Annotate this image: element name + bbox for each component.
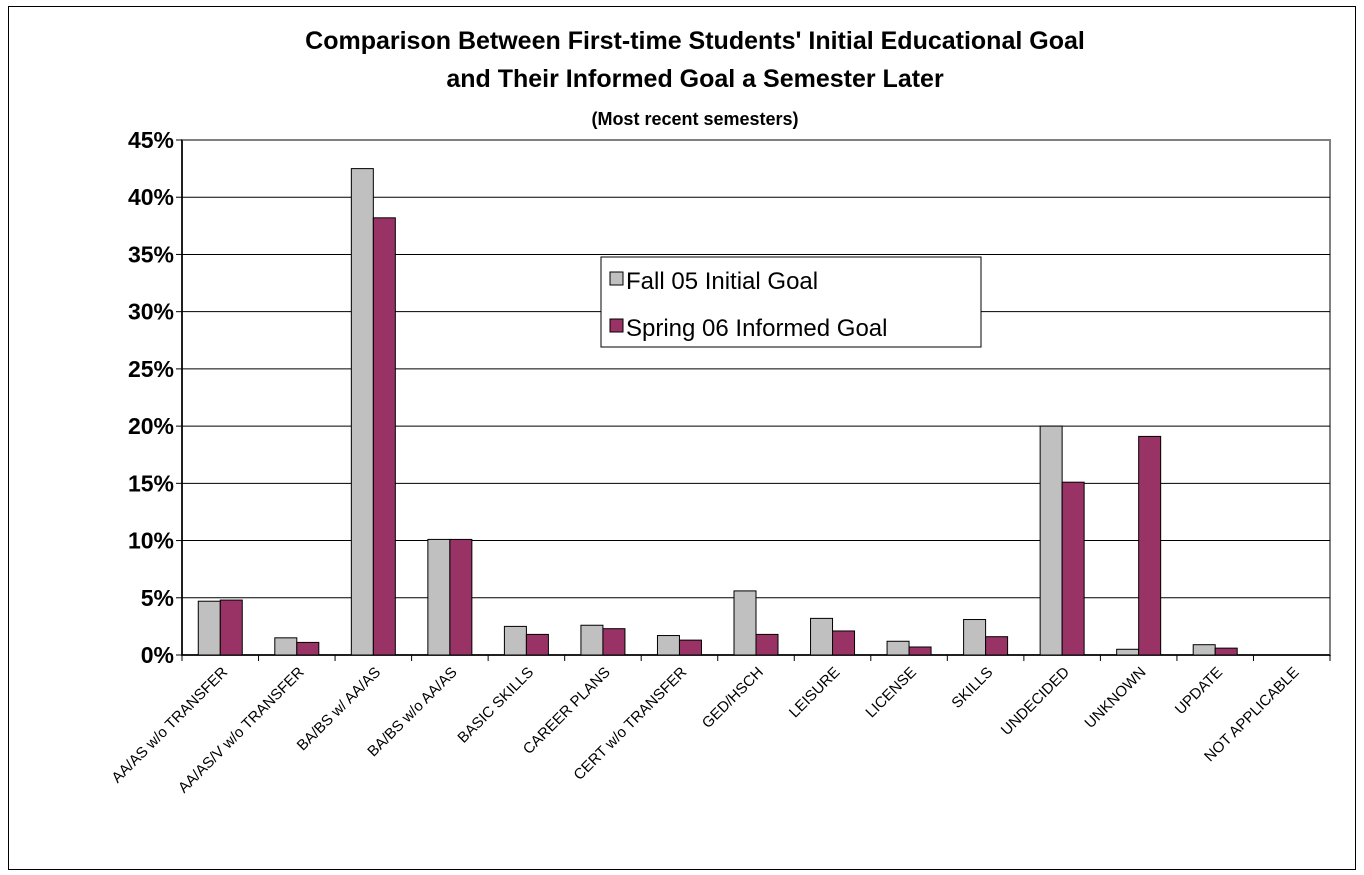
- chart-frame: Comparison Between First-time Students' …: [8, 6, 1356, 870]
- bar: [219, 599, 243, 656]
- bar: [197, 600, 221, 656]
- y-tick-label: 5%: [141, 585, 174, 611]
- legend-box: [600, 256, 982, 348]
- y-tick-label: 20%: [128, 413, 174, 439]
- chart-title-line2: and Their Informed Goal a Semester Later: [446, 65, 944, 93]
- x-tick-label: GED/HSCH: [699, 664, 767, 732]
- bar: [296, 641, 320, 656]
- bar-chart: Comparison Between First-time Students' …: [108, 27, 1331, 797]
- bar: [1116, 648, 1140, 656]
- y-tick-label: 15%: [128, 470, 174, 496]
- bar: [427, 538, 451, 656]
- legend-swatch-spring: [609, 318, 624, 333]
- bar: [832, 630, 856, 656]
- bar: [525, 633, 549, 656]
- x-tick-label: AA/AS/V w/o TRANSFER: [175, 664, 308, 797]
- bar: [1214, 647, 1238, 656]
- bar: [503, 625, 527, 656]
- x-tick-label: SKILLS: [948, 664, 996, 712]
- bar: [678, 639, 702, 656]
- bar: [449, 538, 473, 656]
- y-tick-label: 10%: [128, 528, 174, 554]
- bar: [1138, 435, 1162, 656]
- bar: [985, 636, 1009, 656]
- bar: [580, 624, 604, 656]
- y-tick-label: 30%: [128, 299, 174, 325]
- bar: [908, 646, 932, 656]
- y-tick-label: 0%: [141, 642, 174, 668]
- bar: [810, 617, 834, 656]
- y-tick-label: 25%: [128, 356, 174, 382]
- bar: [656, 635, 680, 656]
- legend-swatch-fall: [609, 271, 624, 286]
- bar: [1192, 644, 1216, 656]
- bar: [1061, 481, 1085, 656]
- x-tick-label: BASIC SKILLS: [454, 664, 537, 747]
- legend-label-fall: Fall 05 Initial Goal: [626, 268, 818, 295]
- y-tick-label: 45%: [128, 127, 174, 153]
- y-tick-label: 35%: [128, 241, 174, 267]
- chart-title: Comparison Between First-time Students' …: [305, 27, 1085, 55]
- x-tick-label: LEISURE: [786, 664, 843, 721]
- x-tick-label: UNKNOWN: [1081, 664, 1149, 732]
- bar: [372, 217, 396, 656]
- x-tick-label: UPDATE: [1172, 664, 1226, 718]
- bar: [755, 633, 779, 656]
- legend: Fall 05 Initial Goal Spring 06 Informed …: [600, 256, 982, 348]
- x-tick-label: UNDECIDED: [998, 664, 1073, 739]
- y-tick-label: 40%: [128, 184, 174, 210]
- bar: [963, 619, 987, 656]
- bar: [602, 628, 626, 656]
- legend-label-spring: Spring 06 Informed Goal: [626, 315, 887, 342]
- bar: [886, 640, 910, 656]
- chart-subtitle: (Most recent semesters): [591, 109, 798, 129]
- bar: [1039, 425, 1063, 656]
- x-tick-label: LICENSE: [862, 664, 919, 721]
- bar: [350, 168, 374, 656]
- bar: [274, 637, 298, 656]
- bar: [733, 590, 757, 656]
